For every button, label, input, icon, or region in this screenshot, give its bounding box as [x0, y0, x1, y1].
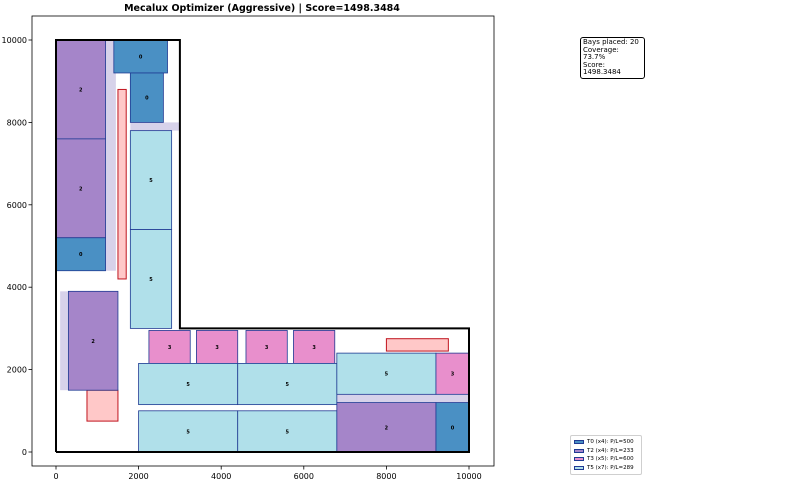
info-score: Score: 1498.3484 — [583, 60, 621, 77]
bay-label-5: 5 — [149, 178, 153, 184]
warehouse-outline — [55, 39, 470, 453]
bay-4 — [55, 237, 106, 272]
bay-1 — [129, 72, 164, 123]
legend-label-t0: T0 (x4): P/L=500 — [587, 439, 634, 446]
bay-label-2: 2 — [79, 87, 83, 93]
x-tick-label-0: 0 — [53, 472, 58, 481]
legend-swatch-t5 — [574, 465, 584, 470]
bay-18 — [336, 402, 437, 453]
gap-zone-1 — [105, 72, 116, 271]
bay-14 — [336, 352, 437, 395]
bay-label-19: 0 — [451, 425, 455, 431]
bay-label-1: 0 — [145, 96, 149, 102]
bay-label-6: 5 — [149, 277, 153, 283]
plot-area-frame — [31, 15, 495, 467]
bay-6 — [129, 229, 173, 329]
bay-label-0: 0 — [139, 54, 143, 60]
x-tick-label-5: 10000 — [456, 472, 481, 481]
bay-7 — [67, 290, 119, 391]
gap-layer — [60, 40, 469, 403]
bay-label-11: 3 — [312, 345, 316, 351]
bay-label-12: 5 — [186, 382, 190, 388]
x-axis-ticks: 0 2000 4000 6000 8000 10000 — [53, 466, 482, 481]
x-tick-label-4: 8000 — [376, 472, 396, 481]
bay-0 — [113, 39, 168, 74]
obstacle-1 — [117, 88, 127, 280]
legend-entry-t0: T0 (x4): P/L=500 — [574, 438, 638, 447]
obstacle-layer — [86, 88, 449, 422]
bay-12 — [138, 363, 239, 406]
bay-label-10: 3 — [265, 345, 269, 351]
info-bays-placed: Bays placed: 20 — [583, 38, 639, 46]
x-tick-label-1: 2000 — [128, 472, 148, 481]
bay-label-3: 2 — [79, 186, 83, 192]
y-axis-ticks: 0 2000 4000 6000 8000 10000 — [2, 36, 32, 457]
bay-13 — [237, 363, 338, 406]
score-info-box: Bays placed: 20 Coverage: 73.7% Score: 1… — [580, 37, 645, 79]
legend-entry-t2: T2 (x4): P/L=233 — [574, 447, 638, 456]
bay-label-17: 5 — [286, 429, 290, 435]
bay-11 — [293, 330, 336, 364]
y-tick-label-0: 0 — [22, 448, 27, 457]
gap-zone-2 — [130, 122, 180, 131]
y-tick-label-1: 2000 — [7, 366, 27, 375]
y-tick-label-3: 6000 — [7, 201, 27, 210]
legend-swatch-t2 — [574, 448, 584, 453]
gap-zone-4 — [336, 394, 469, 403]
obstacle-2 — [385, 338, 449, 352]
bay-label-9: 3 — [215, 345, 219, 351]
bay-5 — [129, 130, 173, 230]
legend-label-t2: T2 (x4): P/L=233 — [587, 447, 634, 454]
bay-label-18: 2 — [385, 425, 389, 431]
legend: T0 (x4): P/L=500 T2 (x4): P/L=233 T3 (x5… — [570, 435, 642, 475]
bay-label-15: 3 — [451, 372, 455, 378]
bay-label-16: 5 — [186, 429, 190, 435]
bay-10 — [245, 330, 288, 364]
legend-label-t5: T5 (x7): P/L=289 — [587, 464, 634, 471]
x-tick-label-3: 6000 — [294, 472, 314, 481]
bay-label-14: 5 — [385, 372, 389, 378]
bay-label-7: 2 — [91, 339, 95, 345]
y-tick-label-2: 4000 — [7, 283, 27, 292]
legend-entry-t5: T5 (x7): P/L=289 — [574, 464, 638, 473]
chart-title: Mecalux Optimizer (Aggressive) | Score=1… — [124, 3, 400, 14]
gap-zone-0 — [105, 40, 114, 73]
legend-swatch-t3 — [574, 457, 584, 462]
bay-9 — [196, 330, 239, 364]
bay-15 — [435, 352, 470, 395]
obstacle-0 — [86, 389, 119, 422]
y-tick-label-4: 8000 — [7, 118, 27, 127]
y-tick-label-5: 10000 — [2, 36, 27, 45]
legend-entry-t3: T3 (x5): P/L=600 — [574, 455, 638, 464]
x-tick-label-2: 4000 — [211, 472, 231, 481]
bay-label-8: 3 — [168, 345, 172, 351]
bay-label-13: 5 — [286, 382, 290, 388]
bay-8 — [148, 330, 191, 364]
legend-swatch-t0 — [574, 440, 584, 445]
info-coverage: Coverage: 73.7% — [583, 45, 619, 62]
bay-layer: 0 0 2 2 0 5 5 2 3 3 3 3 5 5 5 3 5 5 2 0 — [55, 39, 470, 453]
bay-16 — [138, 410, 239, 453]
legend-label-t3: T3 (x5): P/L=600 — [587, 456, 634, 463]
gap-zone-3 — [60, 291, 69, 391]
bay-label-4: 0 — [79, 252, 83, 258]
bay-19 — [435, 402, 470, 453]
